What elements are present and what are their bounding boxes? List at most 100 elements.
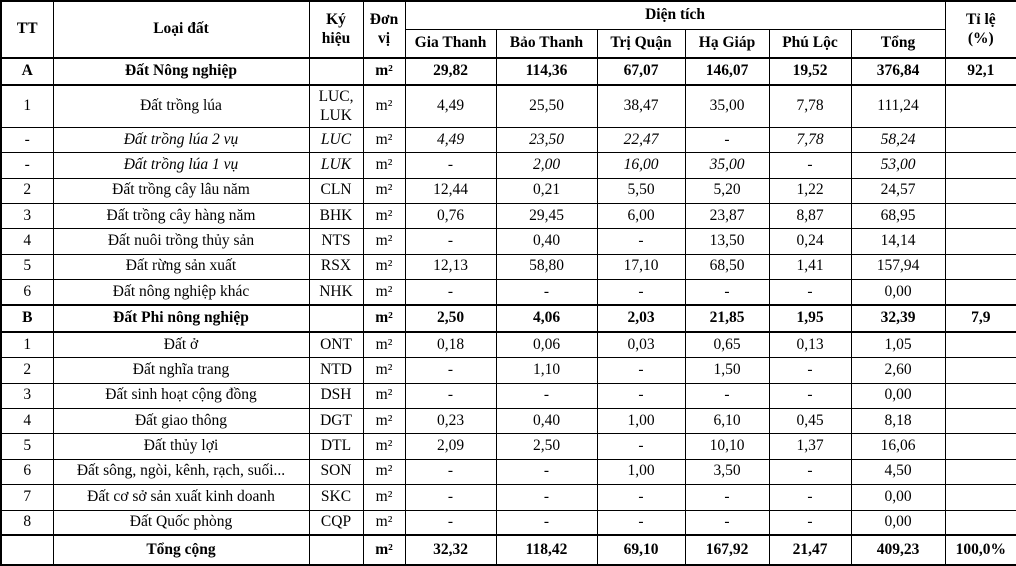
cell-unit: m² [362,382,406,410]
cell-area-value: - [768,509,852,536]
cell-area-value: 67,07 [596,56,686,87]
cell-area-value: 2,03 [596,303,686,334]
table-body: A Đất Nông nghiệp m² 29,82 114,36 67,07 146,07… [0,56,1016,566]
cell-area-value: - [404,484,497,511]
cell-area-value: 25,50 [495,84,598,128]
cell-land-symbol: SON [308,458,364,486]
cell-area-value: 35,00 [684,84,770,128]
cell-land-symbol: LUK [308,152,364,179]
cell-area-value: - [404,228,497,255]
cell-row-index: 4 [0,228,54,255]
col-header-ratio: Tỉ lệ (%) [944,0,1016,59]
table-row: - Đất trồng lúa 2 vụ LUC m² 4,49 23,50 22,47-7… [0,126,1016,154]
cell-area-value: - [495,484,598,511]
cell-unit: m² [362,509,406,536]
cell-land-symbol: NTD [308,357,364,384]
cell-ratio [944,357,1016,384]
cell-land-type-name: Đất rừng sản xuất [52,253,310,281]
col-header-symbol-line1: Ký [326,10,346,28]
table-row: 7 Đất cơ sở sản xuất kinh doanh SKC m² - - - - -… [0,484,1016,511]
cell-unit: m² [362,228,406,255]
table-row: 5 Đất rừng sản xuất RSX m² 12,13 58,80 17,10 68… [0,253,1016,281]
cell-area-value: 68,50 [684,253,770,281]
cell-unit: m² [362,84,406,128]
cell-area-value: 68,95 [850,202,946,230]
cell-land-symbol: LUC [308,126,364,154]
cell-area-value: - [404,458,497,486]
cell-land-symbol: LUC, LUK [308,84,364,128]
cell-area-value: 118,42 [495,534,598,566]
cell-row-index: 5 [0,253,54,281]
cell-ratio [944,433,1016,460]
cell-area-value: 14,14 [850,228,946,255]
cell-land-symbol: DSH [308,382,364,410]
col-header-commune-tri-quan: Trị Quận [596,28,686,59]
col-header-commune-gia-thanh: Gia Thanh [404,28,497,59]
cell-area-value: - [404,509,497,536]
cell-area-value: 8,87 [768,202,852,230]
cell-land-type-name: Tổng cộng [52,534,310,566]
table-row: 1 Đất ở ONT m² 0,18 0,06 0,03 0,65 0,13 1,05 [0,331,1016,359]
table-row: - Đất trồng lúa 1 vụ LUK m² -2,00 16,00 35,00-… [0,152,1016,179]
cell-area-value: 53,00 [850,152,946,179]
cell-land-type-name: Đất nông nghiệp khác [52,279,310,306]
cell-area-value: 1,37 [768,433,852,460]
cell-area-value: 4,49 [404,84,497,128]
table-row: B Đất Phi nông nghiệp m² 2,50 4,06 2,03 21,85 1… [0,303,1016,334]
cell-area-value: 38,47 [596,84,686,128]
cell-area-value: 0,21 [495,177,598,204]
cell-area-value: 10,10 [684,433,770,460]
cell-area-value: 4,49 [404,126,497,154]
cell-area-value: 29,82 [404,56,497,87]
cell-area-value: 32,32 [404,534,497,566]
table-row: Tổng cộng m² 32,32 118,42 69,10 167,92 21,47 40… [0,534,1016,566]
cell-land-type-name: Đất trồng lúa 1 vụ [52,152,310,179]
cell-row-index: 2 [0,357,54,384]
cell-area-value: 7,78 [768,126,852,154]
cell-land-symbol [308,534,364,566]
cell-ratio [944,84,1016,128]
col-header-symbol-line2: hiệu [321,29,351,47]
cell-area-value: 16,00 [596,152,686,179]
cell-land-symbol: RSX [308,253,364,281]
cell-ratio [944,509,1016,536]
cell-unit: m² [362,202,406,230]
table-header: TT Loại đất Ký hiệu Đơn vị Diện tích Tỉ … [0,0,1016,59]
cell-area-value: 0,40 [495,407,598,435]
cell-land-type-name: Đất nuôi trồng thủy sản [52,228,310,255]
cell-area-value: 8,18 [850,407,946,435]
cell-unit: m² [362,303,406,334]
cell-ratio [944,407,1016,435]
cell-row-index: A [0,56,54,87]
cell-area-value: 58,24 [850,126,946,154]
cell-area-value: 23,50 [495,126,598,154]
cell-land-symbol: DTL [308,433,364,460]
cell-row-index: 6 [0,279,54,306]
table-row: 2 Đất nghĩa trang NTD m² -1,10-1,50-2,60 [0,357,1016,384]
cell-area-value: 167,92 [684,534,770,566]
cell-area-value: - [404,382,497,410]
cell-area-value: 1,41 [768,253,852,281]
cell-unit: m² [362,279,406,306]
cell-area-value: 5,50 [596,177,686,204]
col-header-commune-tong: Tổng [850,28,946,59]
cell-area-value: 6,10 [684,407,770,435]
cell-area-value: 58,80 [495,253,598,281]
cell-area-value: 157,94 [850,253,946,281]
cell-land-type-name: Đất trồng cây lâu năm [52,177,310,204]
cell-unit: m² [362,433,406,460]
cell-area-value: 0,76 [404,202,497,230]
cell-area-value: 2,60 [850,357,946,384]
cell-land-type-name: Đất sinh hoạt cộng đồng [52,382,310,410]
cell-unit: m² [362,56,406,87]
cell-ratio [944,202,1016,230]
cell-area-value: - [495,458,598,486]
cell-area-value: 19,52 [768,56,852,87]
cell-ratio [944,152,1016,179]
cell-row-index: 1 [0,331,54,359]
cell-row-index: 4 [0,407,54,435]
cell-area-value: 0,23 [404,407,497,435]
cell-area-value: 2,00 [495,152,598,179]
col-header-unit: Đơn vị [362,0,406,59]
cell-area-value: - [684,126,770,154]
